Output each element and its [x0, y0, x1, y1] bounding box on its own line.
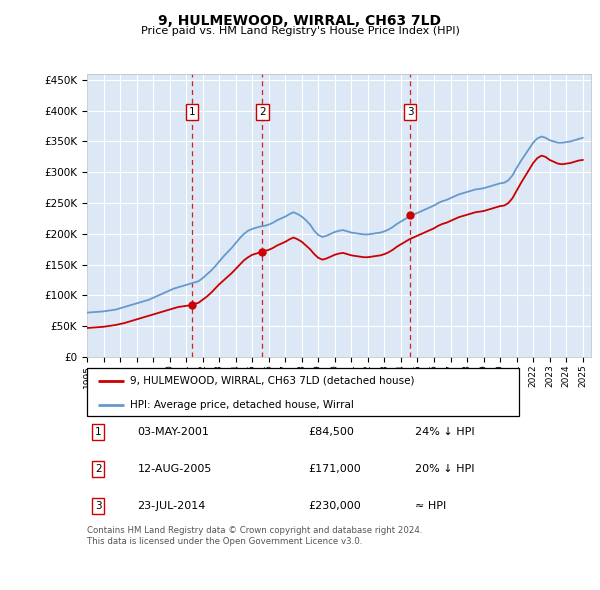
Text: 9, HULMEWOOD, WIRRAL, CH63 7LD (detached house): 9, HULMEWOOD, WIRRAL, CH63 7LD (detached… — [130, 376, 415, 386]
FancyBboxPatch shape — [87, 368, 519, 416]
Text: Contains HM Land Registry data © Crown copyright and database right 2024.
This d: Contains HM Land Registry data © Crown c… — [87, 526, 422, 546]
Text: 20% ↓ HPI: 20% ↓ HPI — [415, 464, 474, 474]
Text: 12-AUG-2005: 12-AUG-2005 — [137, 464, 212, 474]
Text: 9, HULMEWOOD, WIRRAL, CH63 7LD: 9, HULMEWOOD, WIRRAL, CH63 7LD — [158, 14, 442, 28]
Text: 24% ↓ HPI: 24% ↓ HPI — [415, 427, 474, 437]
Text: 23-JUL-2014: 23-JUL-2014 — [137, 501, 206, 511]
Text: ≈ HPI: ≈ HPI — [415, 501, 446, 511]
Text: HPI: Average price, detached house, Wirral: HPI: Average price, detached house, Wirr… — [130, 400, 354, 410]
Text: £171,000: £171,000 — [309, 464, 362, 474]
Text: 3: 3 — [95, 501, 101, 511]
Text: 1: 1 — [95, 427, 101, 437]
Text: 1: 1 — [188, 107, 195, 117]
Text: 3: 3 — [407, 107, 413, 117]
Text: 03-MAY-2001: 03-MAY-2001 — [137, 427, 209, 437]
Text: 2: 2 — [259, 107, 266, 117]
Text: £84,500: £84,500 — [309, 427, 355, 437]
Text: 2: 2 — [95, 464, 101, 474]
Text: £230,000: £230,000 — [309, 501, 362, 511]
Text: Price paid vs. HM Land Registry's House Price Index (HPI): Price paid vs. HM Land Registry's House … — [140, 26, 460, 36]
